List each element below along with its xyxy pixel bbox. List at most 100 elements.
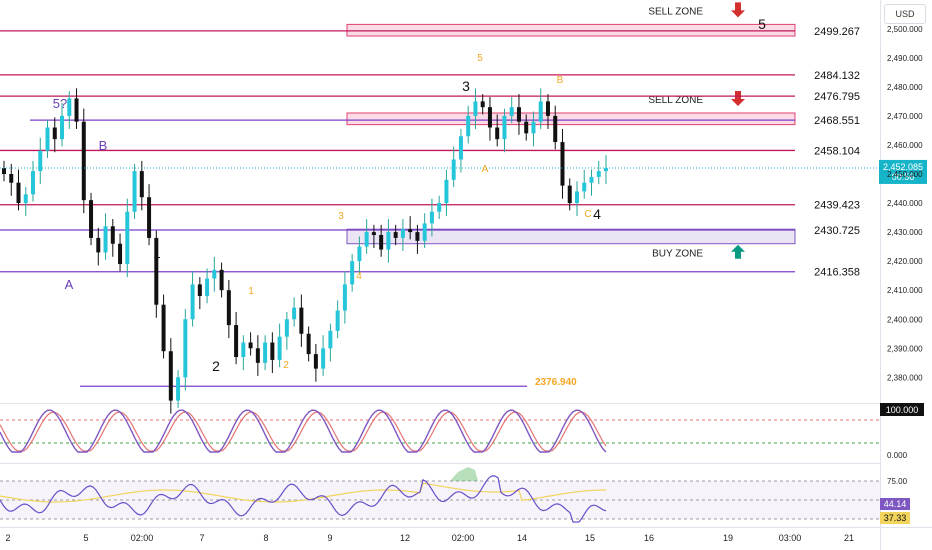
time-tick-label: 16 [644, 533, 654, 543]
candle-body [9, 174, 14, 183]
candle-body [277, 336, 282, 360]
price-tick-label: 2,380.000 [887, 373, 923, 382]
candle-body [509, 107, 514, 116]
level-label: 2430.725 [814, 225, 860, 237]
candle-body [582, 182, 587, 192]
low-level-label: 2376.940 [535, 377, 577, 388]
wave-label: 5? [53, 96, 67, 111]
level-label: 2476.795 [814, 91, 860, 103]
zone-label: SELL ZONE [648, 95, 703, 106]
level-label: 2439.423 [814, 200, 860, 212]
candle-body [342, 284, 347, 311]
candle-body [422, 223, 427, 241]
candle-body [328, 330, 333, 349]
stoch-tick-label: 0.000 [887, 451, 908, 460]
price-tick-label: 2,450.000 [887, 170, 923, 179]
level-label: 2499.267 [814, 26, 860, 38]
candle-body [190, 284, 195, 320]
candle-body [553, 115, 558, 143]
wave-label: 2 [212, 358, 220, 374]
candle-body [538, 101, 543, 122]
buy-arrow-icon [731, 244, 745, 259]
time-tick-label: 14 [517, 533, 527, 543]
level-label: 2416.358 [814, 267, 860, 279]
candle-body [473, 101, 478, 116]
candle-body [531, 121, 536, 134]
candle-body [458, 136, 463, 160]
candle-body [379, 235, 384, 250]
price-tick-label: 2,420.000 [887, 257, 923, 266]
stoch-k-line [0, 409, 607, 453]
stoch-value-tag [880, 403, 924, 416]
candle-body [67, 98, 72, 116]
rsi-line [0, 475, 607, 523]
candle-body [52, 127, 57, 140]
zone-label: BUY ZONE [652, 249, 703, 260]
candle-body [161, 304, 166, 352]
candle-body [495, 127, 500, 140]
rsi-ma-value: 37.33 [884, 513, 907, 523]
candle-body [248, 342, 253, 349]
wave-label: 2 [283, 360, 289, 371]
time-tick-label: 12 [400, 533, 410, 543]
candle-body [560, 142, 565, 186]
candle-body [197, 284, 202, 297]
candle-body [596, 171, 601, 177]
currency-button[interactable]: USD [884, 4, 926, 24]
candle-body [132, 171, 137, 212]
level-label: 2468.551 [814, 115, 860, 127]
current-price-value: 2,452.085 [883, 162, 923, 172]
candle-body [299, 307, 304, 334]
stoch-value: 100.000 [886, 405, 919, 415]
candle-body [205, 278, 210, 297]
candle-body [110, 226, 115, 244]
time-tick-label: 8 [263, 533, 268, 543]
candle-body [2, 168, 6, 174]
candle-body [429, 211, 434, 224]
candle-body [219, 269, 224, 291]
candle-body [502, 115, 507, 140]
candle-body [357, 246, 362, 262]
wave-label: 3 [338, 211, 344, 222]
sell-arrow-icon [731, 2, 745, 18]
candle-body [96, 237, 101, 253]
time-tick-label: 03:00 [779, 533, 802, 543]
candle-body [23, 194, 28, 204]
wave-label: A [482, 164, 489, 175]
candle-body [45, 127, 50, 151]
wave-label: 3 [462, 78, 470, 94]
candle-body [415, 232, 420, 241]
time-tick-label: 21 [844, 533, 854, 543]
candle-body [567, 185, 572, 204]
candle-body [321, 348, 326, 369]
candle-body [574, 191, 579, 204]
candle-body [466, 115, 471, 137]
wave-label: 4 [356, 271, 362, 282]
rsi-value: 44.14 [884, 499, 907, 509]
candle-body [487, 107, 492, 128]
candle-body [125, 211, 130, 265]
price-tick-label: 2,440.000 [887, 199, 923, 208]
rsi-tick-label: 75.00 [887, 477, 908, 486]
candle-body [89, 200, 94, 238]
candle-body [74, 98, 79, 122]
candle-body [241, 342, 246, 358]
candle-body [183, 319, 188, 378]
level-label: 2458.104 [814, 145, 860, 157]
time-tick-label: 15 [585, 533, 595, 543]
price-tick-label: 2,460.000 [887, 141, 923, 150]
candle-body [400, 229, 405, 238]
candle-body [386, 232, 391, 250]
candle-body [371, 232, 376, 236]
wave-label: C [584, 209, 591, 220]
current-price-countdown: 00:56 [892, 172, 915, 182]
sell-arrow-icon [731, 90, 745, 106]
candle-body [408, 229, 413, 233]
candle-body [364, 232, 369, 247]
wave-label: 5 [758, 16, 766, 32]
candle-body [292, 307, 297, 320]
candle-body [350, 261, 355, 285]
price-tick-label: 2,390.000 [887, 344, 923, 353]
candle-body [16, 182, 21, 204]
